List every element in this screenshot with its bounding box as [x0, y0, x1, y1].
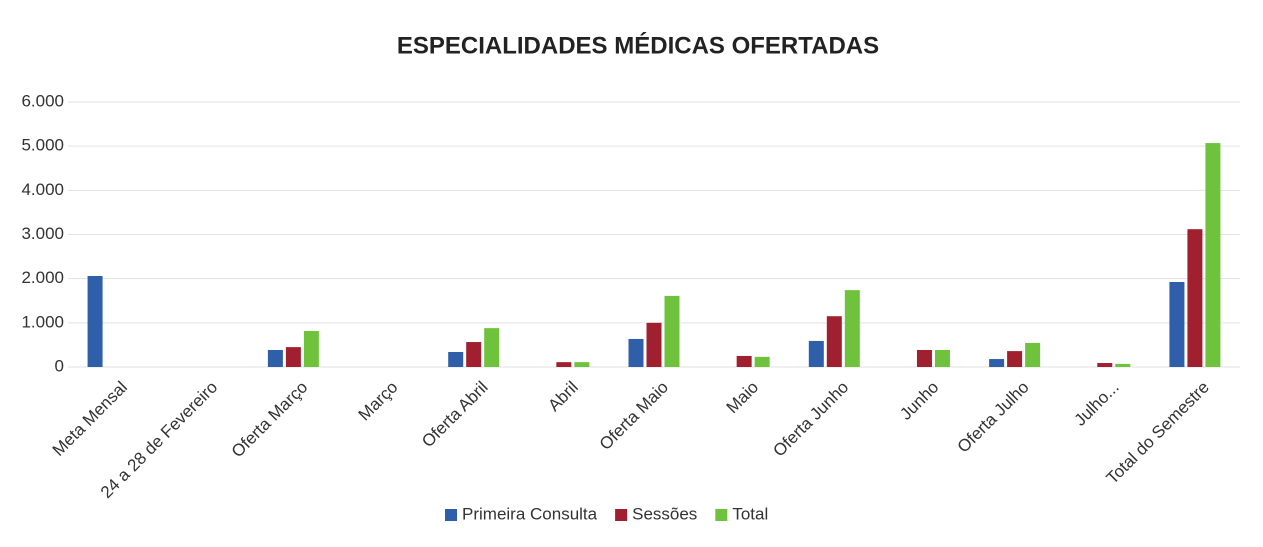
y-tick-label: 2.000	[21, 268, 64, 287]
y-tick-label: 3.000	[21, 224, 64, 243]
bar	[484, 328, 500, 367]
y-tick-label: 6.000	[21, 91, 64, 110]
bar	[87, 276, 103, 367]
legend-swatch	[715, 509, 728, 521]
bar	[808, 340, 824, 367]
bar	[303, 331, 319, 367]
legend-label: Primeira Consulta	[462, 504, 598, 523]
bar	[664, 295, 680, 367]
bar	[934, 349, 950, 367]
bar	[285, 347, 301, 367]
bar	[267, 349, 283, 367]
bar	[1097, 363, 1113, 367]
bar	[1187, 229, 1203, 367]
legend-swatch	[445, 509, 457, 521]
bar	[844, 290, 860, 367]
legend-label: Total	[732, 504, 768, 523]
y-tick-label: 4.000	[21, 180, 64, 199]
bar	[448, 351, 464, 367]
bar	[1025, 342, 1041, 367]
bar	[574, 362, 590, 367]
bar	[1007, 351, 1023, 367]
legend-label: Sessões	[632, 504, 697, 523]
chart-title: ESPECIALIDADES MÉDICAS OFERTADAS	[397, 31, 879, 59]
bar	[989, 359, 1005, 367]
bar	[1205, 143, 1221, 367]
y-tick-label: 5.000	[21, 136, 64, 155]
bar	[628, 338, 644, 367]
bar	[556, 362, 572, 367]
bar	[1115, 363, 1131, 367]
bar	[646, 322, 662, 367]
bar	[916, 349, 932, 367]
y-tick-label: 1.000	[21, 312, 64, 331]
bar	[466, 342, 482, 367]
bar	[736, 355, 752, 367]
bar	[1169, 281, 1185, 367]
bar	[754, 356, 770, 367]
bar	[826, 316, 842, 367]
legend-swatch	[615, 509, 628, 521]
y-tick-label: 0	[55, 356, 64, 375]
